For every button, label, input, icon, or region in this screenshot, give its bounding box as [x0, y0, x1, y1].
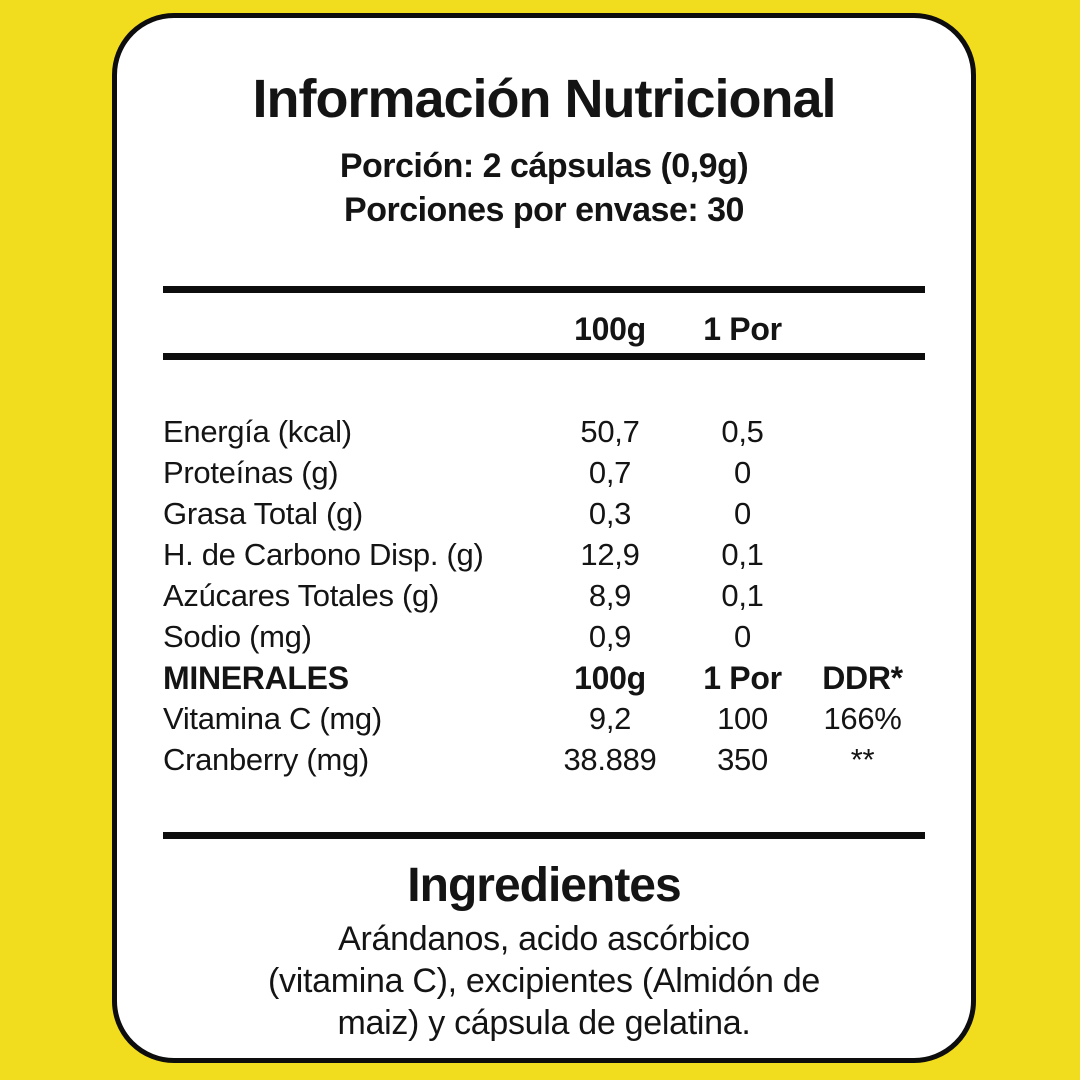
- row-value-1por: 100: [717, 701, 768, 737]
- column-header-100g: 100g: [574, 310, 646, 347]
- ingredients-text: Arándanos, acido ascórbico (vitamina C),…: [163, 918, 925, 1044]
- divider-bottom: [163, 832, 925, 840]
- table-header-row: 100g 1 Por: [163, 293, 925, 353]
- ingredients-title: Ingredientes: [407, 859, 681, 913]
- table-row: Azúcares Totales (g) 8,9 0,1: [163, 578, 925, 619]
- label-title: Información Nutricional: [252, 69, 836, 129]
- row-value-1por: 0: [734, 496, 751, 532]
- row-value-ddr: 166%: [823, 701, 902, 737]
- row-label: Azúcares Totales (g): [163, 578, 439, 614]
- row-value-1por: 0,1: [721, 537, 764, 573]
- ingredients-line: maiz) y cápsula de gelatina.: [337, 1003, 751, 1042]
- divider-top: [163, 286, 925, 294]
- serving-size-line: Porción: 2 cápsulas (0,9g): [339, 147, 749, 186]
- row-value-100g: 0,3: [588, 496, 632, 532]
- row-value-100g: 100g: [574, 660, 646, 697]
- row-label: Energía (kcal): [163, 414, 352, 450]
- row-value-1por: 1 Por: [703, 660, 782, 697]
- row-label: Sodio (mg): [163, 619, 312, 655]
- row-value-ddr: **: [850, 742, 875, 778]
- table-section-row-minerales: MINERALES 100g 1 Por DDR*: [163, 660, 925, 701]
- row-value-100g: 0,9: [588, 619, 632, 655]
- nutrition-table-body: Energía (kcal) 50,7 0,5 Proteínas (g) 0,…: [163, 414, 925, 805]
- row-value-100g: 38.889: [563, 742, 657, 778]
- row-value-ddr: DDR*: [822, 660, 903, 697]
- column-header-1por: 1 Por: [703, 310, 782, 347]
- table-row: H. de Carbono Disp. (g) 12,9 0,1: [163, 537, 925, 578]
- servings-per-container-line: Porciones por envase: 30: [344, 191, 744, 230]
- row-value-100g: 0,7: [588, 455, 632, 491]
- row-value-1por: 0: [734, 619, 751, 655]
- nutrition-label-card: Información Nutricional Porción: 2 cápsu…: [112, 13, 976, 1063]
- row-value-1por: 0,5: [721, 414, 764, 450]
- row-value-100g: 8,9: [588, 578, 632, 614]
- row-label: MINERALES: [163, 660, 349, 697]
- ingredients-line: (vitamina C), excipientes (Almidón de: [267, 961, 820, 1000]
- row-label: Grasa Total (g): [163, 496, 363, 532]
- row-value-1por: 0: [734, 455, 751, 491]
- row-value-100g: 12,9: [580, 537, 640, 573]
- table-row: Energía (kcal) 50,7 0,5: [163, 414, 925, 455]
- serving-info: Porción: 2 cápsulas (0,9g) Porciones por…: [163, 144, 925, 232]
- table-row: Sodio (mg) 0,9 0: [163, 619, 925, 660]
- row-label: Vitamina C (mg): [163, 701, 382, 737]
- row-value-100g: 9,2: [588, 701, 632, 737]
- table-bottom-spacer: [163, 783, 925, 805]
- ingredients-line: Arándanos, acido ascórbico: [338, 919, 750, 958]
- divider-header: [163, 353, 925, 361]
- table-row: Vitamina C (mg) 9,2 100 166%: [163, 701, 925, 742]
- row-label: H. de Carbono Disp. (g): [163, 537, 484, 573]
- row-value-100g: 50,7: [580, 414, 640, 450]
- table-row: Proteínas (g) 0,7 0: [163, 455, 925, 496]
- row-label: Proteínas (g): [163, 455, 339, 491]
- row-value-1por: 350: [717, 742, 768, 778]
- row-value-1por: 0,1: [721, 578, 764, 614]
- row-label: Cranberry (mg): [163, 742, 369, 778]
- table-row: Grasa Total (g) 0,3 0: [163, 496, 925, 537]
- table-row: Cranberry (mg) 38.889 350 **: [163, 742, 925, 783]
